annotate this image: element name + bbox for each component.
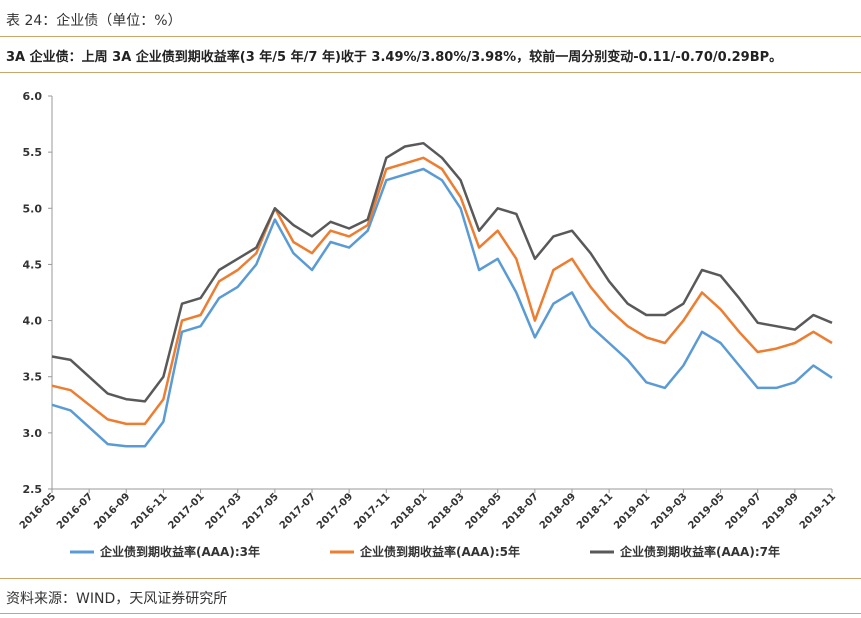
x-tick-label: 2019-09 bbox=[761, 491, 801, 531]
bottom-rule bbox=[0, 613, 861, 614]
summary-text: 3A 企业债：上周 3A 企业债到期收益率(3 年/5 年/7 年)收于 3.4… bbox=[6, 50, 783, 65]
source-note: 资料来源：WIND，天风证券研究所 bbox=[6, 591, 228, 607]
x-tick-label: 2017-01 bbox=[166, 491, 206, 531]
x-tick-label: 2019-05 bbox=[686, 491, 726, 531]
y-tick-label: 4.5 bbox=[23, 258, 43, 271]
x-tick-label: 2016-05 bbox=[18, 491, 58, 531]
x-tick-label: 2018-05 bbox=[464, 491, 504, 531]
x-tick-label: 2019-01 bbox=[612, 491, 652, 531]
x-tick-label: 2017-11 bbox=[352, 491, 392, 531]
x-tick-label: 2019-11 bbox=[798, 491, 838, 531]
legend-label: 企业债到期收益率(AAA):3年 bbox=[99, 544, 260, 559]
source-top-rule bbox=[0, 578, 861, 579]
x-tick-label: 2016-07 bbox=[55, 491, 95, 531]
table-title: 表 24：企业债（单位：%） bbox=[6, 13, 182, 29]
y-tick-label: 4.0 bbox=[23, 315, 43, 328]
x-tick-label: 2017-05 bbox=[241, 491, 281, 531]
legend-label: 企业债到期收益率(AAA):7年 bbox=[619, 544, 780, 559]
yield-chart: 2.5 3.0 3.5 4.0 4.5 5.0 5.5 6.0 2016-05 2016-07 20… bbox=[0, 74, 861, 574]
x-tick-label: 2016-11 bbox=[129, 491, 169, 531]
series-line bbox=[51, 141, 833, 403]
y-tick-label: 3.0 bbox=[23, 427, 43, 440]
chart-svg: 2.53.03.54.04.55.05.56.02016-052016-0720… bbox=[18, 90, 838, 559]
x-tick-label: 2017-07 bbox=[278, 491, 318, 531]
y-tick-label: 5.0 bbox=[23, 202, 43, 215]
x-tick-label: 2019-07 bbox=[724, 491, 764, 531]
x-tick-label: 2018-07 bbox=[501, 491, 541, 531]
x-tick-label: 2016-09 bbox=[92, 491, 132, 531]
x-tick-label: 2018-03 bbox=[426, 491, 466, 531]
x-tick-label: 2018-01 bbox=[389, 491, 429, 531]
x-tick-label: 2018-09 bbox=[538, 491, 578, 531]
series-line bbox=[51, 156, 833, 426]
x-tick-label: 2017-09 bbox=[315, 491, 355, 531]
summary-rule bbox=[0, 72, 861, 73]
y-tick-label: 6.0 bbox=[23, 90, 43, 103]
y-tick-label: 5.5 bbox=[23, 146, 43, 159]
y-tick-label: 2.5 bbox=[23, 483, 43, 496]
x-tick-label: 2019-03 bbox=[649, 491, 689, 531]
series-line bbox=[51, 167, 833, 448]
x-tick-label: 2017-03 bbox=[204, 491, 244, 531]
legend-label: 企业债到期收益率(AAA):5年 bbox=[359, 544, 520, 559]
x-tick-label: 2018-11 bbox=[575, 491, 615, 531]
y-tick-label: 3.5 bbox=[23, 371, 43, 384]
top-rule bbox=[0, 36, 861, 37]
